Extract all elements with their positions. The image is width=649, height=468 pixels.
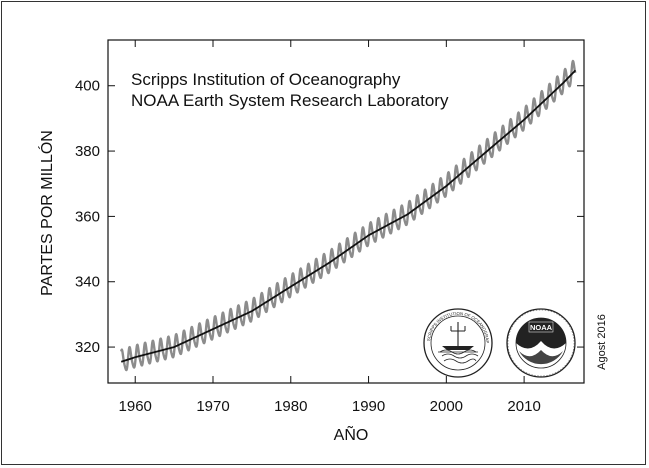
x-tick-label: 2010 xyxy=(507,398,540,415)
scripps-seal-text: SCRIPPS INSTITUTION OF OCEANOGRAPHY 1903 xyxy=(0,0,490,344)
plot-area xyxy=(107,39,585,384)
y-axis-title: PARTES POR MILLÓN xyxy=(37,130,56,296)
series-layer xyxy=(120,59,577,372)
y-tick-label: 400 xyxy=(75,78,100,95)
x-axis-title: AÑO xyxy=(334,424,369,444)
noaa-logo: NOAA xyxy=(506,308,576,378)
date-note: Agost 2016 xyxy=(596,314,608,370)
y-tick-label: 320 xyxy=(75,339,100,356)
trend-co2-line xyxy=(120,69,577,363)
noaa-label: NOAA xyxy=(530,323,553,332)
y-tick-label: 380 xyxy=(75,143,100,160)
x-tick-label: 1990 xyxy=(352,398,385,415)
annotation-scripps: Scripps Institution of Oceanography xyxy=(131,70,401,89)
y-axis-ticks: 320 340 360 380 400 xyxy=(75,78,584,356)
x-tick-label: 2000 xyxy=(430,398,463,415)
x-tick-label: 1980 xyxy=(274,398,307,415)
annotation-noaa: NOAA Earth System Research Laboratory xyxy=(131,91,449,110)
x-tick-label: 1970 xyxy=(196,398,229,415)
y-tick-label: 340 xyxy=(75,274,100,291)
seasonal-co2-line xyxy=(120,59,577,372)
x-axis-ticks: 1960 1970 1980 1990 2000 2010 xyxy=(119,40,541,415)
y-tick-label: 360 xyxy=(75,208,100,225)
scripps-logo: SCRIPPS INSTITUTION OF OCEANOGRAPHY 1903 xyxy=(0,0,493,378)
x-tick-label: 1960 xyxy=(119,398,152,415)
